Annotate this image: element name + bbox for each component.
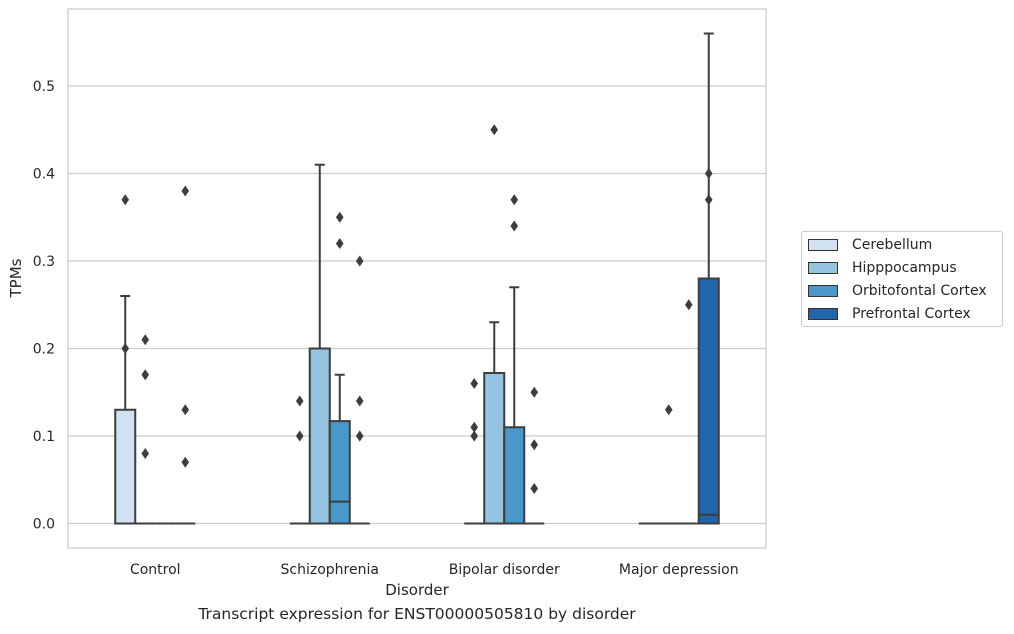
- legend-label-orbitofrontal-cortex: Orbitofontal Cortex: [852, 283, 987, 299]
- x-axis-ticks: Control Schizophrenia Bipolar disorder Majo…: [130, 562, 739, 578]
- outlier-point: [181, 404, 190, 416]
- outlier-point: [704, 168, 713, 179]
- legend-item-hippocampus: Hipppocampus: [808, 259, 957, 277]
- outlier-point: [335, 211, 344, 223]
- outlier-point: [470, 430, 479, 442]
- outlier-point: [355, 430, 364, 442]
- outlier-point: [141, 369, 150, 381]
- gridlines: [68, 85, 766, 525]
- legend-item-prefrontal-cortex: Prefrontal Cortex: [808, 305, 971, 323]
- outlier-point: [295, 395, 304, 407]
- y-axis-ticks: 0.0 0.1 0.2 0.3 0.4 0.5: [33, 79, 55, 533]
- legend-swatch-hippocampus: [808, 262, 838, 274]
- box-body: [328, 420, 351, 525]
- outlier-point: [470, 421, 479, 433]
- outlier-point: [470, 378, 479, 389]
- outlier-point: [664, 404, 673, 416]
- outlier-point: [141, 334, 150, 346]
- outlier-point: [121, 194, 130, 206]
- legend-item-orbitofrontal-cortex: Orbitofontal Cortex: [808, 282, 987, 300]
- box-orbitofontal-cortex-major-depression: [678, 299, 699, 525]
- series-prefrontal-cortex: [175, 32, 720, 525]
- box-hipppocampus-bipolar-disorder: [483, 124, 506, 525]
- outlier-point: [181, 456, 190, 468]
- series-cerebellum: [114, 194, 659, 525]
- y-tick-label: 0.4: [33, 167, 55, 183]
- box-prefrontal-cortex-major-depression: [697, 32, 720, 525]
- box-orbitofontal-cortex-bipolar-disorder: [503, 194, 526, 525]
- legend: Cerebellum Hipppocampus Orbitofontal Cor…: [801, 231, 1003, 327]
- legend-item-cerebellum: Cerebellum: [808, 236, 932, 254]
- outlier-point: [530, 439, 539, 451]
- legend-swatch-orbitofrontal-cortex: [808, 285, 838, 297]
- box-body: [483, 372, 506, 525]
- outlier-point: [490, 124, 499, 136]
- y-tick-label: 0.0: [33, 517, 55, 533]
- figure-caption: Transcript expression for ENST0000050581…: [198, 605, 636, 623]
- box-cerebellum-bipolar-disorder: [464, 378, 485, 525]
- box-hipppocampus-schizophrenia: [308, 163, 331, 525]
- series-hipppocampus: [135, 124, 679, 525]
- box-orbitofontal-cortex-schizophrenia: [328, 211, 351, 525]
- legend-label-prefrontal-cortex: Prefrontal Cortex: [852, 306, 971, 322]
- outlier-point: [355, 395, 364, 407]
- y-tick-label: 0.2: [33, 342, 55, 358]
- box-cerebellum-control: [114, 194, 137, 525]
- box-prefrontal-cortex-control: [175, 185, 196, 525]
- y-axis-label: TPMs: [7, 258, 25, 298]
- box-body: [114, 408, 137, 525]
- x-axis-label: Disorder: [385, 581, 449, 599]
- legend-swatch-cerebellum: [808, 239, 838, 251]
- series-orbitofontal-cortex: [155, 194, 699, 525]
- box-hipppocampus-control: [135, 334, 156, 525]
- outlier-point: [704, 194, 713, 206]
- box-body: [697, 277, 720, 525]
- box-cerebellum-schizophrenia: [289, 395, 310, 525]
- box-body: [503, 426, 526, 525]
- outlier-point: [121, 343, 130, 354]
- outlier-point: [141, 448, 150, 459]
- y-tick-label: 0.1: [33, 429, 55, 445]
- x-tick-label: Major depression: [619, 562, 739, 578]
- outlier-point: [355, 255, 364, 267]
- box-body: [308, 347, 331, 525]
- outlier-point: [510, 220, 519, 232]
- box-hipppocampus-major-depression: [658, 404, 679, 525]
- box-prefrontal-cortex-schizophrenia: [349, 255, 370, 525]
- legend-label-cerebellum: Cerebellum: [852, 237, 933, 253]
- outlier-point: [510, 194, 519, 206]
- outlier-point: [181, 185, 190, 197]
- legend-label-hippocampus: Hipppocampus: [852, 260, 957, 276]
- x-tick-label: Bipolar disorder: [449, 562, 560, 578]
- outlier-point: [335, 238, 344, 249]
- y-tick-label: 0.5: [33, 79, 55, 95]
- box-prefrontal-cortex-bipolar-disorder: [524, 386, 545, 525]
- x-tick-label: Control: [130, 562, 181, 578]
- outlier-point: [684, 299, 693, 311]
- legend-swatch-prefrontal-cortex: [808, 308, 838, 320]
- outlier-point: [295, 430, 304, 442]
- x-tick-label: Schizophrenia: [281, 562, 379, 578]
- box-series: [114, 32, 720, 525]
- plot-area-frame: [67, 8, 767, 549]
- y-tick-label: 0.3: [33, 254, 55, 270]
- outlier-point: [530, 483, 539, 494]
- outlier-point: [530, 386, 539, 398]
